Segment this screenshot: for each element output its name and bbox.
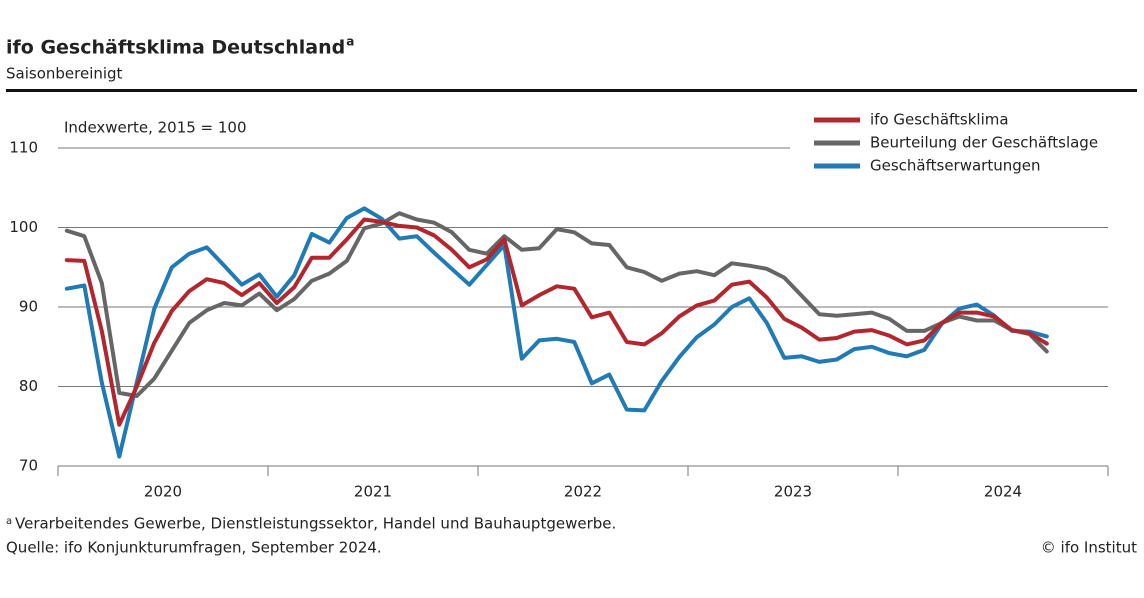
header-rule bbox=[6, 89, 1137, 92]
x-tick-label: 2024 bbox=[984, 483, 1022, 501]
footnote: Verarbeitendes Gewerbe, Dienstleistungss… bbox=[15, 515, 616, 533]
series-line bbox=[64, 211, 1049, 398]
y-tick-label: 100 bbox=[9, 218, 38, 236]
x-tick-label: 2021 bbox=[354, 483, 392, 501]
footnote-marker: a bbox=[6, 516, 12, 527]
x-tick-label: 2022 bbox=[564, 483, 602, 501]
subtitle: Saisonbereinigt bbox=[6, 65, 123, 83]
x-tick-label: 2023 bbox=[774, 483, 812, 501]
y-tick-label: 80 bbox=[19, 377, 38, 395]
y-tick-label: 90 bbox=[19, 298, 38, 316]
title-marker: a bbox=[346, 35, 354, 49]
copyright: © ifo Institut bbox=[1041, 539, 1137, 557]
legend-label: Beurteilung der Geschäftslage bbox=[870, 134, 1098, 152]
annotation: Indexwerte, 2015 = 100 bbox=[64, 119, 247, 137]
chart-title: ifo Geschäftsklima Deutschland bbox=[6, 37, 345, 59]
series-line bbox=[64, 217, 1049, 427]
y-tick-label: 70 bbox=[19, 457, 38, 475]
source: Quelle: ifo Konjunkturumfragen, Septembe… bbox=[6, 539, 382, 557]
legend-label: Geschäftserwartungen bbox=[870, 157, 1041, 175]
y-tick-label: 110 bbox=[9, 139, 38, 157]
legend-label: ifo Geschäftsklima bbox=[870, 111, 1009, 129]
x-tick-label: 2020 bbox=[144, 483, 182, 501]
series-line bbox=[64, 206, 1049, 459]
